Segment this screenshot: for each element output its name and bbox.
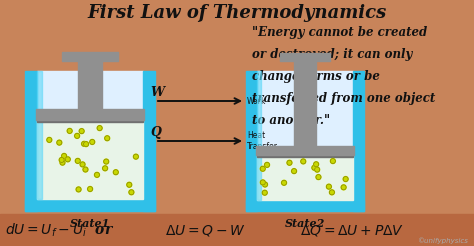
- Text: $\Delta U = Q - W$: $\Delta U = Q - W$: [165, 222, 246, 237]
- Text: ©unifyphysics: ©unifyphysics: [417, 237, 468, 244]
- Circle shape: [105, 136, 109, 141]
- Bar: [246, 71, 257, 211]
- Circle shape: [287, 160, 292, 165]
- Bar: [256, 145, 354, 155]
- Circle shape: [60, 160, 65, 165]
- Circle shape: [127, 182, 132, 187]
- Text: Heat
Transfer: Heat Transfer: [247, 131, 278, 151]
- Circle shape: [47, 138, 52, 142]
- Circle shape: [88, 186, 92, 191]
- Bar: [353, 71, 364, 211]
- Circle shape: [94, 172, 100, 177]
- Text: Q: Q: [150, 126, 161, 139]
- Circle shape: [341, 185, 346, 190]
- Circle shape: [129, 190, 134, 195]
- Bar: [78, 61, 101, 109]
- Bar: [294, 61, 316, 145]
- Bar: [25, 199, 155, 211]
- Text: change forms or be: change forms or be: [252, 70, 380, 83]
- Circle shape: [102, 166, 108, 171]
- Circle shape: [67, 128, 72, 133]
- Circle shape: [314, 162, 319, 167]
- Circle shape: [327, 184, 331, 189]
- Bar: [37, 71, 143, 199]
- Text: $dU = U_f - U_i$  or: $dU = U_f - U_i$ or: [5, 221, 114, 239]
- Circle shape: [301, 159, 306, 164]
- Circle shape: [83, 167, 88, 172]
- Bar: [0, 214, 474, 246]
- Circle shape: [82, 141, 87, 146]
- Bar: [257, 71, 261, 200]
- Text: transferred from one object: transferred from one object: [252, 92, 435, 105]
- Circle shape: [97, 126, 102, 131]
- Bar: [63, 52, 118, 61]
- Circle shape: [79, 129, 84, 134]
- Circle shape: [83, 142, 89, 147]
- Text: W: W: [150, 86, 164, 99]
- Bar: [37, 120, 143, 199]
- Circle shape: [260, 180, 265, 185]
- Bar: [36, 109, 144, 120]
- Circle shape: [133, 154, 138, 159]
- Text: $\Delta Q = \Delta U + P\Delta V$: $\Delta Q = \Delta U + P\Delta V$: [300, 222, 404, 237]
- Bar: [143, 71, 155, 211]
- Bar: [257, 155, 353, 157]
- Circle shape: [62, 154, 67, 158]
- Circle shape: [315, 167, 319, 172]
- Circle shape: [260, 166, 265, 171]
- Circle shape: [263, 182, 267, 187]
- Circle shape: [113, 170, 118, 175]
- Circle shape: [292, 169, 297, 174]
- Circle shape: [312, 165, 317, 170]
- Circle shape: [76, 187, 81, 192]
- Circle shape: [329, 190, 334, 195]
- Circle shape: [75, 158, 80, 163]
- Text: Work: Work: [247, 96, 266, 106]
- Bar: [257, 155, 353, 200]
- Circle shape: [59, 157, 64, 162]
- Circle shape: [264, 162, 270, 167]
- Text: to another.": to another.": [252, 114, 330, 127]
- Text: First Law of Thermodynamics: First Law of Thermodynamics: [87, 4, 387, 22]
- Bar: [37, 120, 143, 122]
- Text: State1: State1: [70, 218, 110, 229]
- Bar: [37, 71, 42, 199]
- Bar: [246, 200, 364, 211]
- Text: "Energy cannot be created: "Energy cannot be created: [252, 26, 427, 39]
- Circle shape: [316, 175, 321, 180]
- Circle shape: [104, 159, 109, 164]
- Text: State2: State2: [285, 218, 325, 229]
- Circle shape: [80, 162, 85, 167]
- Text: or destroyed; it can only: or destroyed; it can only: [252, 48, 412, 61]
- Circle shape: [262, 190, 267, 195]
- Circle shape: [74, 133, 80, 138]
- Circle shape: [282, 180, 287, 185]
- Bar: [257, 71, 353, 200]
- Circle shape: [343, 177, 348, 182]
- Circle shape: [65, 157, 70, 162]
- Circle shape: [57, 140, 62, 145]
- Bar: [280, 53, 330, 61]
- Circle shape: [330, 159, 336, 164]
- Circle shape: [90, 139, 95, 144]
- Bar: [25, 71, 37, 211]
